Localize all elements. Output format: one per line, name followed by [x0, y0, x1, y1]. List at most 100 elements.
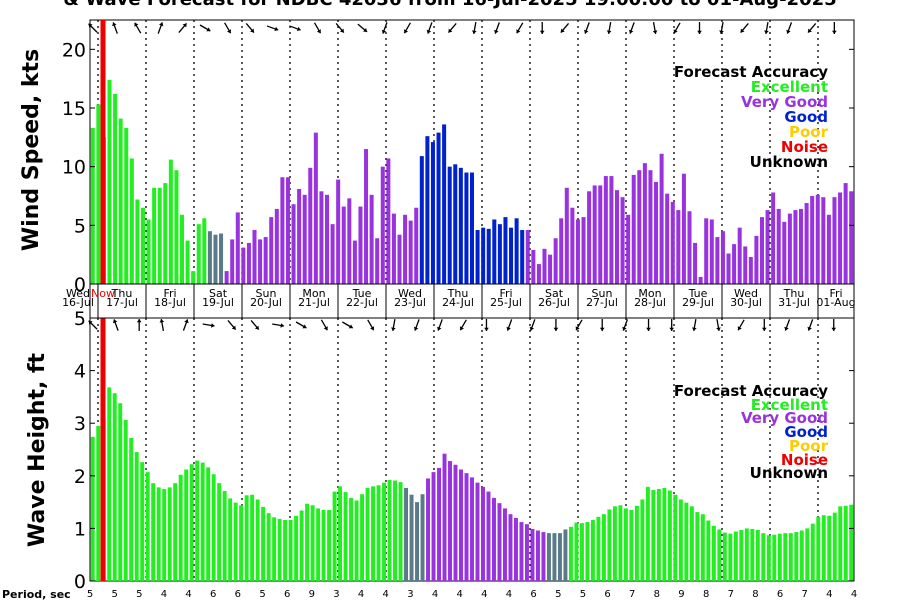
bar	[408, 220, 413, 284]
bar	[228, 498, 233, 581]
bar	[398, 482, 403, 581]
bar	[162, 488, 167, 581]
bar	[283, 519, 288, 581]
legend-item-excellent: Excellent	[751, 78, 828, 96]
bar	[233, 502, 238, 581]
day-date-label: 01-Aug	[816, 296, 855, 309]
bar	[436, 132, 441, 284]
bar	[458, 167, 463, 284]
y-tick-label: 4	[74, 361, 86, 383]
bar	[230, 239, 235, 284]
bar	[364, 149, 369, 284]
bar	[502, 508, 507, 581]
bar	[217, 483, 222, 581]
period-value: 4	[432, 589, 438, 600]
period-value: 6	[530, 589, 536, 600]
direction-arrowhead	[391, 327, 396, 331]
bar	[302, 194, 307, 284]
bar	[297, 188, 302, 284]
bar	[420, 494, 425, 581]
bar	[607, 509, 612, 581]
period-value: 5	[136, 589, 142, 600]
bar	[559, 218, 564, 284]
bar	[508, 514, 513, 581]
bar	[107, 79, 112, 284]
day-date-label: 26-Jul	[538, 296, 570, 309]
period-value: 7	[802, 589, 808, 600]
period-value: 9	[309, 589, 315, 600]
bar	[291, 204, 296, 284]
bar	[771, 192, 776, 284]
direction-arrowhead	[539, 30, 545, 34]
direction-arrowhead	[254, 325, 259, 330]
bar	[352, 240, 357, 284]
direction-arrowhead	[669, 327, 675, 331]
bar	[157, 187, 162, 284]
period-value: 4	[851, 589, 857, 600]
day-date-label: 23-Jul	[394, 296, 426, 309]
bar	[486, 491, 491, 581]
bar	[587, 191, 592, 284]
direction-arrowhead	[323, 326, 328, 331]
bar	[369, 194, 374, 284]
bar	[152, 187, 157, 284]
bar	[553, 238, 558, 284]
period-value: 8	[703, 589, 709, 600]
bar	[695, 512, 700, 581]
bar	[492, 219, 497, 284]
bar	[662, 487, 667, 581]
day-date-label: 21-Jul	[298, 296, 330, 309]
direction-arrowhead	[250, 28, 254, 33]
day-of-week-label: Wed	[734, 287, 758, 300]
bar	[563, 529, 568, 581]
direction-arrowhead	[363, 27, 368, 32]
day-date-label: 18-Jul	[154, 296, 186, 309]
bar	[266, 513, 271, 581]
bar	[156, 487, 161, 581]
bar	[118, 118, 123, 284]
bar	[739, 529, 744, 581]
direction-arrowhead	[88, 320, 93, 325]
direction-arrowhead	[112, 319, 118, 324]
bar	[810, 523, 815, 581]
bar	[535, 530, 540, 581]
bar	[107, 387, 112, 581]
bar	[163, 183, 168, 284]
day-of-week-label: Sat	[545, 287, 564, 300]
bar	[294, 515, 299, 581]
bar	[536, 264, 541, 284]
direction-arrowhead	[381, 29, 387, 34]
now-label: Now	[91, 287, 115, 300]
bar	[618, 505, 623, 581]
direction-arrowhead	[516, 29, 521, 34]
bar	[585, 522, 590, 581]
bar	[299, 510, 304, 581]
bar	[601, 514, 606, 581]
bar	[651, 490, 656, 581]
bar	[744, 528, 749, 581]
day-label-strip: Wed16-JulThu17-JulFri18-JulSat19-JulSun2…	[62, 283, 856, 319]
direction-arrowhead	[302, 324, 307, 329]
y-tick-label: 3	[74, 413, 86, 435]
day-of-week-label: Thu	[447, 287, 469, 300]
direction-arrowhead	[646, 327, 651, 331]
bar	[684, 502, 689, 581]
bar	[213, 234, 218, 284]
day-of-week-label: Tue	[352, 287, 372, 300]
bar	[733, 531, 738, 581]
bar	[244, 495, 249, 581]
legend-item-noise: Noise	[781, 138, 828, 156]
direction-arrowhead	[206, 27, 211, 32]
direction-arrowhead	[158, 22, 164, 27]
bar	[570, 207, 575, 284]
bar	[642, 163, 647, 284]
bar	[717, 529, 722, 581]
bar	[645, 486, 650, 581]
bar	[442, 453, 447, 581]
period-value: 8	[654, 589, 660, 600]
bar	[470, 477, 474, 581]
bar	[464, 473, 469, 581]
y-tick-label: 0	[74, 571, 86, 593]
bar	[168, 159, 173, 284]
